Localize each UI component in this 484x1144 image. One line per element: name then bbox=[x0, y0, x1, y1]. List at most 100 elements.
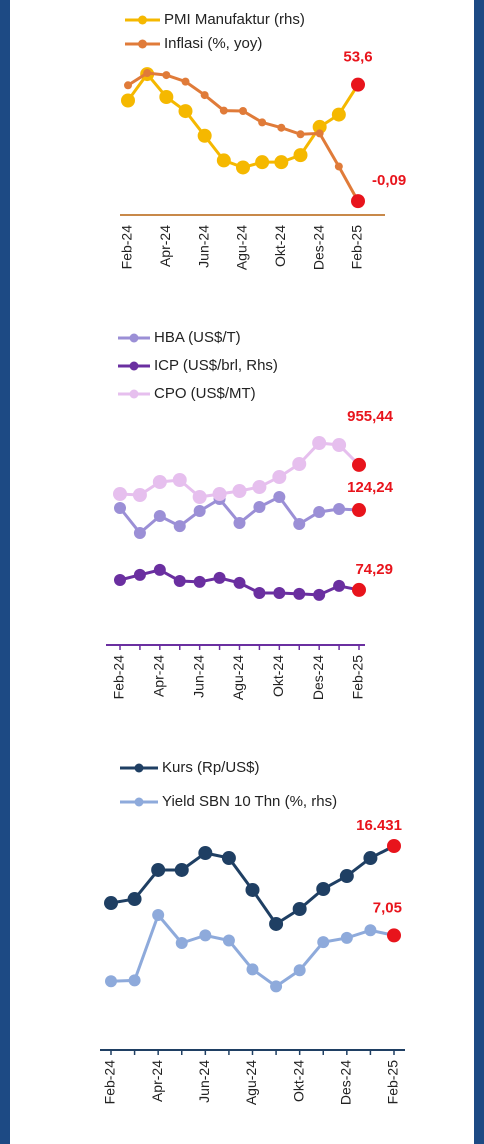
data-point bbox=[105, 975, 117, 988]
legend-marker bbox=[129, 333, 139, 343]
data-point bbox=[296, 130, 305, 139]
data-point bbox=[181, 77, 190, 86]
data-point bbox=[152, 475, 167, 489]
data-point bbox=[143, 69, 152, 78]
x-tick-label: Agu-24 bbox=[230, 655, 246, 700]
data-point bbox=[277, 123, 286, 132]
data-point bbox=[200, 91, 209, 100]
x-tick-label: Feb-25 bbox=[350, 655, 366, 700]
data-point bbox=[273, 490, 286, 503]
x-tick-label: Agu-24 bbox=[243, 1060, 259, 1105]
legend-marker bbox=[129, 361, 139, 371]
data-point bbox=[236, 160, 250, 175]
data-point bbox=[351, 194, 365, 209]
data-point bbox=[387, 928, 401, 943]
data-point bbox=[233, 576, 246, 589]
x-tick-label: Apr-24 bbox=[157, 225, 173, 267]
data-point bbox=[222, 934, 235, 947]
legend-marker bbox=[138, 15, 147, 25]
data-label: -0,09 bbox=[372, 172, 406, 189]
data-point bbox=[178, 104, 193, 119]
data-point bbox=[213, 571, 226, 584]
data-point bbox=[233, 517, 246, 530]
data-point bbox=[193, 505, 206, 518]
x-tick-label: Okt-24 bbox=[270, 655, 286, 697]
x-tick-label: Feb-25 bbox=[385, 1060, 401, 1105]
legend-label: ICP (US$/brl, Rhs) bbox=[154, 357, 278, 374]
x-tick-label: Feb-24 bbox=[102, 1060, 118, 1105]
data-point bbox=[252, 480, 267, 494]
data-point bbox=[293, 148, 308, 163]
data-point bbox=[159, 89, 174, 104]
data-label: 124,24 bbox=[347, 479, 394, 496]
x-tick-label: Feb-24 bbox=[119, 225, 135, 270]
legend-label: HBA (US$/T) bbox=[154, 329, 241, 346]
series-line bbox=[110, 912, 395, 989]
data-point bbox=[253, 501, 266, 514]
data-point bbox=[258, 118, 267, 127]
legend-marker bbox=[129, 389, 139, 399]
panel bbox=[10, 0, 474, 1144]
data-point bbox=[173, 574, 186, 587]
data-point bbox=[340, 931, 353, 944]
data-point bbox=[197, 128, 212, 143]
data-point bbox=[293, 587, 306, 600]
legend-label: Yield SBN 10 Thn (%, rhs) bbox=[162, 793, 337, 810]
data-label: 74,29 bbox=[355, 561, 393, 578]
data-point bbox=[151, 862, 166, 877]
x-tick-label: Jun-24 bbox=[196, 1060, 212, 1103]
legend-label: Inflasi (%, yoy) bbox=[164, 35, 262, 52]
data-point bbox=[352, 582, 366, 597]
data-point bbox=[153, 510, 166, 522]
data-point bbox=[132, 488, 147, 502]
data-point bbox=[114, 502, 126, 514]
data-point bbox=[363, 851, 378, 866]
x-tick-label: Des-24 bbox=[310, 655, 326, 700]
data-point bbox=[174, 862, 189, 877]
data-point bbox=[121, 93, 135, 108]
legend-marker bbox=[138, 39, 147, 49]
data-point bbox=[173, 520, 186, 533]
x-tick-label: Feb-24 bbox=[111, 655, 127, 700]
x-tick-label: Apr-24 bbox=[149, 1060, 165, 1102]
data-point bbox=[333, 579, 346, 592]
data-point bbox=[352, 503, 366, 518]
data-point bbox=[245, 882, 260, 897]
data-point bbox=[313, 588, 326, 601]
x-tick-label: Apr-24 bbox=[151, 655, 167, 697]
data-point bbox=[133, 526, 146, 539]
series-line bbox=[126, 71, 360, 170]
x-tick-label: Okt-24 bbox=[290, 1060, 306, 1102]
data-point bbox=[175, 937, 188, 950]
data-point bbox=[114, 574, 126, 586]
legend-label: PMI Manufaktur (rhs) bbox=[164, 11, 305, 28]
data-label: 955,44 bbox=[347, 408, 394, 425]
data-point bbox=[232, 484, 247, 498]
data-point bbox=[219, 106, 228, 115]
data-point bbox=[312, 436, 327, 450]
data-point bbox=[192, 490, 207, 504]
data-point bbox=[198, 846, 213, 861]
data-point bbox=[352, 457, 366, 472]
data-point bbox=[104, 896, 118, 911]
data-label: 7,05 bbox=[373, 899, 402, 916]
legend-marker bbox=[134, 763, 144, 773]
data-point bbox=[292, 901, 307, 916]
data-point bbox=[364, 924, 377, 937]
data-point bbox=[253, 586, 266, 599]
data-point bbox=[255, 155, 270, 170]
data-point bbox=[313, 506, 326, 518]
data-point bbox=[331, 107, 346, 122]
x-tick-label: Jun-24 bbox=[190, 655, 206, 698]
data-point bbox=[172, 473, 187, 487]
data-point bbox=[351, 77, 365, 92]
data-point bbox=[124, 81, 132, 90]
data-label: 16.431 bbox=[356, 817, 402, 834]
data-point bbox=[269, 916, 284, 931]
data-label: 53,6 bbox=[343, 49, 372, 66]
data-point bbox=[274, 155, 289, 170]
legend-label: CPO (US$/MT) bbox=[154, 385, 256, 402]
x-tick-label: Des-24 bbox=[338, 1060, 354, 1105]
